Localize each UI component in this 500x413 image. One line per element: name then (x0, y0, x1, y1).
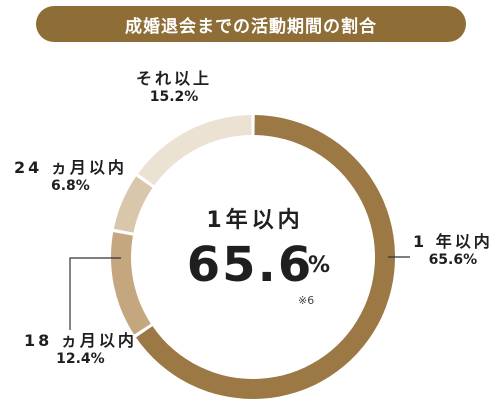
slice-18-months (110, 232, 151, 335)
label-more: それ以上 15.2% (136, 69, 212, 107)
label-18-months: 18 ヵ月以内 12.4% (24, 331, 137, 369)
slice-24-months (113, 176, 153, 233)
center-unit: % (308, 253, 331, 278)
slice-more (138, 115, 252, 186)
label-name: 18 ヵ月以内 (24, 331, 137, 350)
center-label: 1年以内 (206, 208, 304, 233)
label-percent: 6.8% (51, 178, 90, 194)
label-percent: 15.2% (149, 89, 199, 105)
chart-title: 成婚退会までの活動期間の割合 (36, 6, 466, 42)
label-name: 24 ヵ月以内 (14, 158, 127, 177)
center-footnote: ※6 (298, 294, 315, 307)
center-value: 65.6 (186, 237, 314, 293)
label-percent: 12.4% (56, 351, 105, 367)
label-24-months: 24 ヵ月以内 6.8% (14, 158, 127, 196)
label-percent: 65.6% (428, 252, 478, 268)
label-1-year: 1 年以内 65.6% (413, 232, 493, 270)
label-name: それ以上 (136, 69, 213, 88)
label-name: 1 年以内 (413, 232, 493, 251)
leader-line-18-months (69, 257, 121, 330)
